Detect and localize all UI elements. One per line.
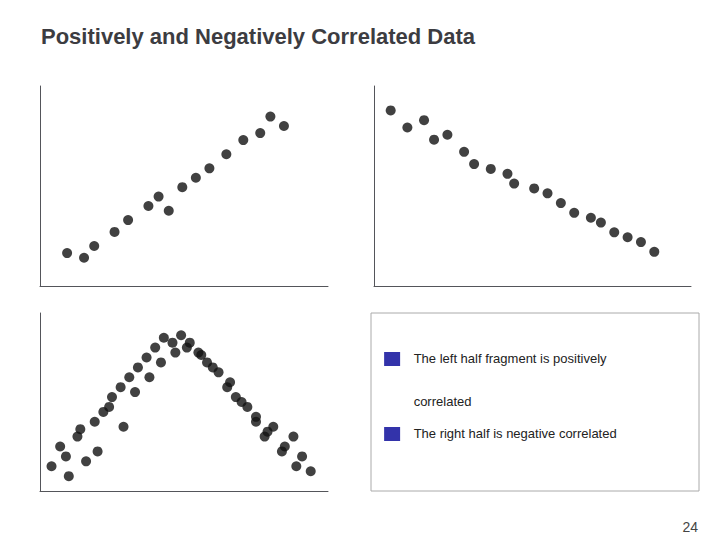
svg-text:24: 24 xyxy=(682,519,698,535)
svg-text:correlated: correlated xyxy=(414,394,472,409)
svg-text:The left half fragment is posi: The left half fragment is positively xyxy=(414,351,607,366)
svg-text:The right half is negative cor: The right half is negative correlated xyxy=(414,426,617,441)
svg-text:Positively and Negatively Corr: Positively and Negatively Correlated Dat… xyxy=(41,24,476,49)
